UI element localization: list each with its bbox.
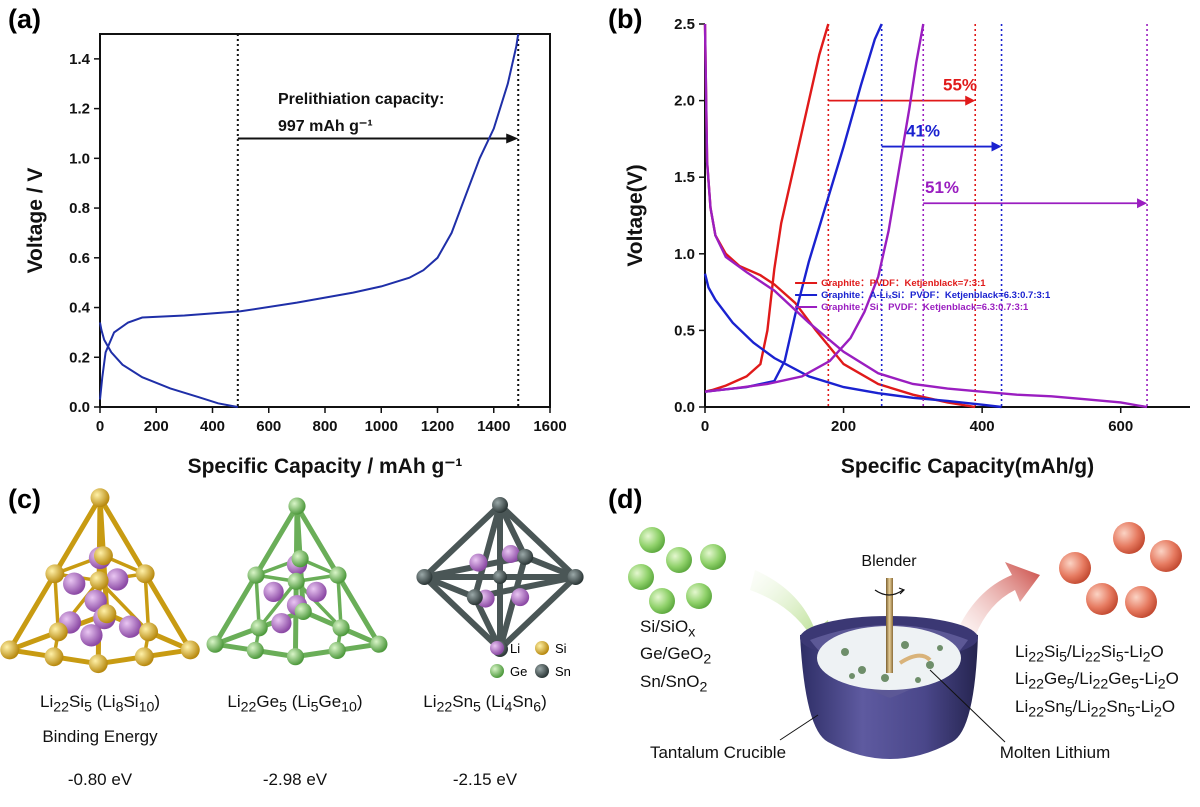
precursor-particles <box>628 527 726 614</box>
panel-label-a: (a) <box>8 4 41 34</box>
x-tick-label-a: 1600 <box>533 418 566 435</box>
arrowhead-b-2 <box>1137 198 1148 209</box>
discharge-curve-b-1 <box>703 273 1002 409</box>
x-tick-label-b: 600 <box>1108 418 1133 435</box>
blender-rod <box>886 578 893 673</box>
y-tick-label-b: 1.5 <box>674 169 695 186</box>
product-sn: Li22Sn5/Li22Sn5-Li2O <box>1015 696 1176 721</box>
si-legend-swatch <box>535 641 549 655</box>
product-particles <box>1059 522 1182 618</box>
y-tick-label-a: 0.2 <box>69 349 90 366</box>
x-tick-label-a: 1400 <box>477 418 510 435</box>
panel-label-b: (b) <box>608 4 643 34</box>
charge-curve-b-2 <box>704 23 925 393</box>
blender-label: Blender <box>861 553 917 570</box>
precursor-sn: Sn/SnO2 <box>640 671 708 696</box>
x-tick-label-a: 800 <box>312 418 337 435</box>
y-tick-label-a: 0.0 <box>69 399 90 416</box>
plot-frame-a <box>99 33 551 408</box>
x-tick-label-a: 0 <box>96 418 104 435</box>
chart-b-voltage-capacity: 0 200 400 600 0.0 0.5 1.0 1.5 2.0 2.5 Specific Cap… <box>624 16 1190 478</box>
legend-label-b-2: Graphite：Si：PVDF：Ketjenblack=6.3:0.7:3:1 <box>821 302 1029 313</box>
binding-energy-label: Binding Energy <box>42 727 158 746</box>
y-tick-label-b: 0.5 <box>674 322 695 339</box>
ge-legend-swatch <box>490 664 504 678</box>
legend-label-b-1: Graphite：A-LiₓSi：PVDF：Ketjenblack=6.3:0.… <box>821 290 1051 301</box>
rotation-icon <box>874 589 904 596</box>
y-tick-label-a: 1.2 <box>69 101 90 118</box>
binding-energy-si: -0.80 eV <box>67 770 133 789</box>
discharge-curve-b-2 <box>703 23 1148 409</box>
product-si: Li22Si5/Li22Si5-Li2O <box>1015 642 1164 666</box>
tantalum-crucible <box>800 616 978 759</box>
chart-a-voltage-capacity: 0 200 400 600 800 1000 1200 1400 1600 0.0 0.2 0.4 0.… <box>24 33 567 478</box>
x-tick-label-b: 200 <box>831 418 856 435</box>
charge-curve-b-1 <box>704 23 883 393</box>
li22sn5-cluster-structure <box>416 497 584 657</box>
precursor-list: Si/SiOx Ge/GeO2 Sn/SnO2 <box>640 616 760 698</box>
x-tick-label-a: 1000 <box>365 418 398 435</box>
y-tick-label-b: 0.0 <box>674 399 695 416</box>
molten-lithium-label: Molten Lithium <box>1000 743 1111 762</box>
product-ge: Li22Ge5/Li22Ge5-Li2O <box>1015 669 1179 693</box>
percent-label-b-1: 41% <box>906 122 940 141</box>
x-tick-label-b: 400 <box>970 418 995 435</box>
y-tick-label-a: 1.0 <box>69 150 90 167</box>
sn-legend-label: Sn <box>555 664 571 679</box>
binding-energy-ge: -2.98 eV <box>262 770 328 789</box>
precursor-ge: Ge/GeO2 <box>640 644 712 668</box>
y-tick-label-a: 0.4 <box>69 300 91 317</box>
panel-c-cluster-structures: Li Si Ge Sn <box>0 488 584 679</box>
y-axis-title-b: Voltage(V) <box>624 164 647 266</box>
crucible-label: Tantalum Crucible <box>650 743 786 762</box>
li-legend-label: Li <box>510 641 520 656</box>
x-axis-title-b: Specific Capacity(mAh/g) <box>841 455 1094 478</box>
ge-legend-label: Ge <box>510 664 527 679</box>
x-tick-label-a: 1200 <box>421 418 454 435</box>
percent-label-b-2: 51% <box>925 178 959 197</box>
binding-energy-sn: -2.15 eV <box>452 770 518 789</box>
li22ge5-cluster-structure <box>206 497 388 666</box>
element-legend: Li Si Ge Sn <box>490 641 571 679</box>
series-line-a-0 <box>99 322 238 408</box>
panel-d-synthesis-schematic: Blender Tantalum Crucible Molten Lithium <box>628 522 1182 762</box>
legend-label-b-0: Graphite：PVDF：Ketjenblack=7:3:1 <box>821 278 986 289</box>
precursor-si: Si/SiOx <box>640 617 696 641</box>
arrowhead-b-0 <box>965 95 976 106</box>
y-tick-label-b: 1.0 <box>674 246 695 263</box>
li22si5-cluster-structure <box>0 488 200 674</box>
y-tick-label-a: 0.8 <box>69 200 90 217</box>
panel-label-c: (c) <box>8 484 41 514</box>
x-tick-label-a: 200 <box>144 418 169 435</box>
output-arrow <box>955 562 1040 645</box>
cluster-name-ge: Li22Ge5 (Li5Ge10) <box>227 692 363 716</box>
capacity-arrowhead-a <box>506 133 519 144</box>
li-legend-swatch <box>490 641 504 655</box>
annotation-line1-a: Prelithiation capacity: <box>278 91 444 108</box>
cluster-name-si: Li22Si5 (Li8Si10) <box>39 692 161 716</box>
product-list: Li22Si5/Li22Si5-Li2O Li22Ge5/Li22Ge5-Li2… <box>1015 641 1200 723</box>
series-line-a-1 <box>99 33 520 400</box>
y-tick-label-a: 1.4 <box>69 51 91 68</box>
charge-curve-b-0 <box>704 23 830 393</box>
sn-legend-swatch <box>535 664 549 678</box>
x-tick-label-a: 400 <box>200 418 225 435</box>
x-tick-label-b: 0 <box>701 418 709 435</box>
y-axis-title-a: Voltage / V <box>24 168 47 274</box>
si-legend-label: Si <box>555 641 567 656</box>
x-axis-title-a: Specific Capacity / mAh g⁻¹ <box>188 455 463 478</box>
annotation-line2-a: 997 mAh g⁻¹ <box>278 118 373 135</box>
cluster-name-sn: Li22Sn5 (Li4Sn6) <box>423 692 547 716</box>
y-tick-label-b: 2.5 <box>674 16 695 33</box>
y-tick-label-b: 2.0 <box>674 93 695 110</box>
panel-label-d: (d) <box>608 484 643 514</box>
y-tick-label-a: 0.6 <box>69 250 90 267</box>
arrowhead-b-1 <box>991 141 1002 152</box>
x-tick-label-a: 600 <box>256 418 281 435</box>
percent-label-b-0: 55% <box>943 76 977 95</box>
